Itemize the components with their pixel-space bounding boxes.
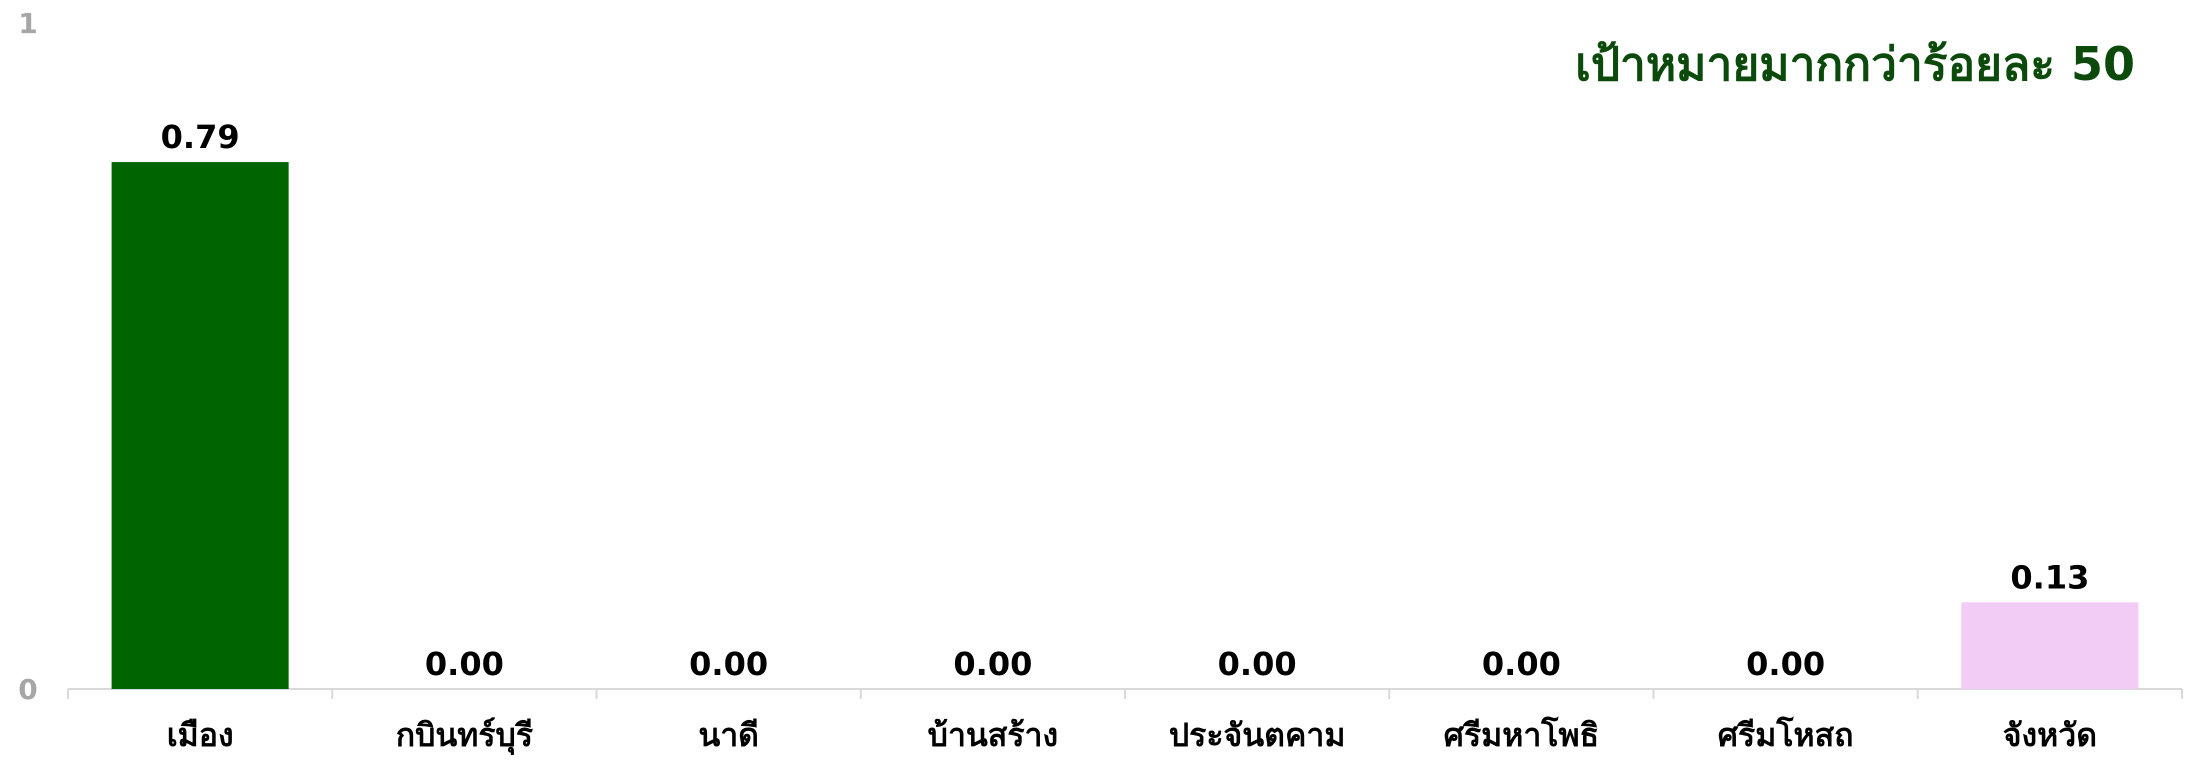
- x-tick-label-5: ประจันตคาม: [1169, 716, 1346, 754]
- x-tick-label-2: กบินทร์บุรี: [396, 716, 533, 756]
- y-tick-label-min: 0: [18, 673, 37, 706]
- data-label-2: 0.00: [425, 645, 504, 683]
- data-label-1: 0.79: [161, 118, 240, 156]
- data-label-7: 0.00: [1746, 645, 1825, 683]
- chart-title: เป้าหมายมากกว่าร้อยละ 50: [1575, 37, 2135, 91]
- data-label-3: 0.00: [689, 645, 768, 683]
- x-tick-labels: เมือง กบินทร์บุรี นาดี บ้านสร้าง ประจันตคาม ศ…: [167, 716, 2097, 756]
- x-tick-label-7: ศรีมโหสถ: [1718, 716, 1854, 754]
- bar-1: [111, 162, 289, 689]
- bars: [111, 162, 2139, 689]
- data-label-8: 0.13: [2010, 558, 2089, 596]
- data-label-6: 0.00: [1482, 645, 1561, 683]
- x-tick-label-3: นาดี: [698, 716, 759, 754]
- x-tick-label-8: จังหวัด: [2003, 716, 2097, 754]
- data-label-5: 0.00: [1218, 645, 1297, 683]
- x-tick-label-4: บ้านสร้าง: [928, 716, 1058, 754]
- x-axis-ticks: [67, 689, 2183, 699]
- data-labels: 0.79 0.00 0.00 0.00 0.00 0.00 0.00 0.13: [161, 118, 2090, 683]
- bar-8: [1961, 602, 2139, 689]
- x-tick-label-6: ศรีมหาโพธิ: [1444, 716, 1599, 754]
- data-label-4: 0.00: [953, 645, 1032, 683]
- y-tick-label-max: 1: [18, 7, 37, 40]
- x-tick-label-1: เมือง: [167, 716, 234, 754]
